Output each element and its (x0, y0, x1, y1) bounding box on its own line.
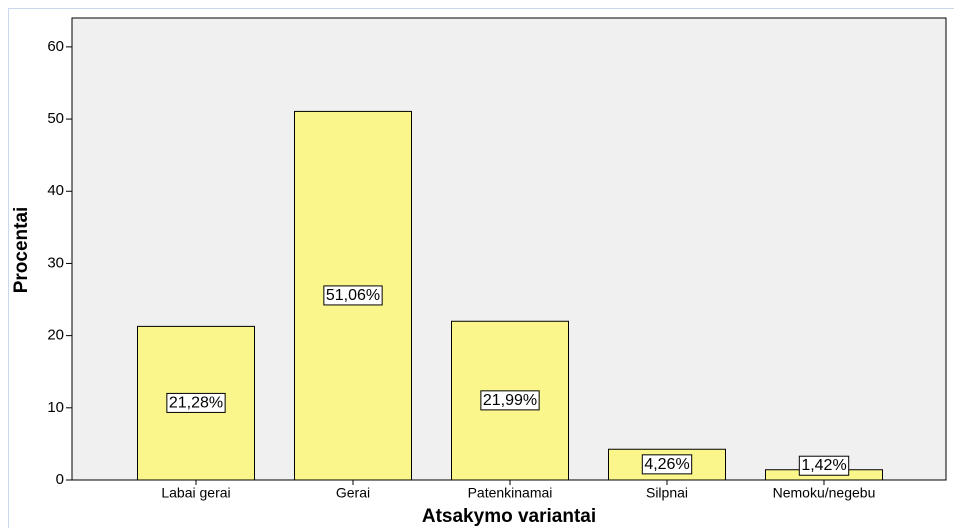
value-label-box (323, 285, 383, 306)
frame (8, 8, 954, 528)
x-tick-label: Labai gerai (161, 485, 230, 501)
value-label-box (166, 392, 226, 413)
x-tick-label: Gerai (336, 485, 370, 501)
value-label-box (641, 454, 693, 475)
y-tick-label: 40 (47, 182, 64, 199)
y-tick-label: 30 (47, 254, 64, 271)
x-tick-label: Silpnai (646, 485, 688, 501)
y-tick-label: 20 (47, 327, 64, 344)
value-label: 51,06% (326, 287, 380, 304)
value-label: 4,26% (644, 456, 689, 473)
value-label-box (480, 390, 540, 411)
y-tick-label: 60 (47, 38, 64, 55)
x-tick-label: Patenkinamai (468, 485, 553, 501)
y-axis-title: Procentai (11, 207, 32, 294)
y-tick-label: 10 (47, 399, 64, 416)
value-label-box (798, 455, 850, 476)
value-label: 21,28% (169, 394, 223, 411)
x-axis-title: Atsakymo variantai (422, 506, 596, 527)
y-tick-label: 50 (47, 110, 64, 127)
x-tick-label: Nemoku/negebu (773, 485, 876, 501)
value-label: 21,99% (483, 392, 537, 409)
y-tick-label: 0 (56, 471, 64, 488)
value-label: 1,42% (801, 457, 846, 474)
